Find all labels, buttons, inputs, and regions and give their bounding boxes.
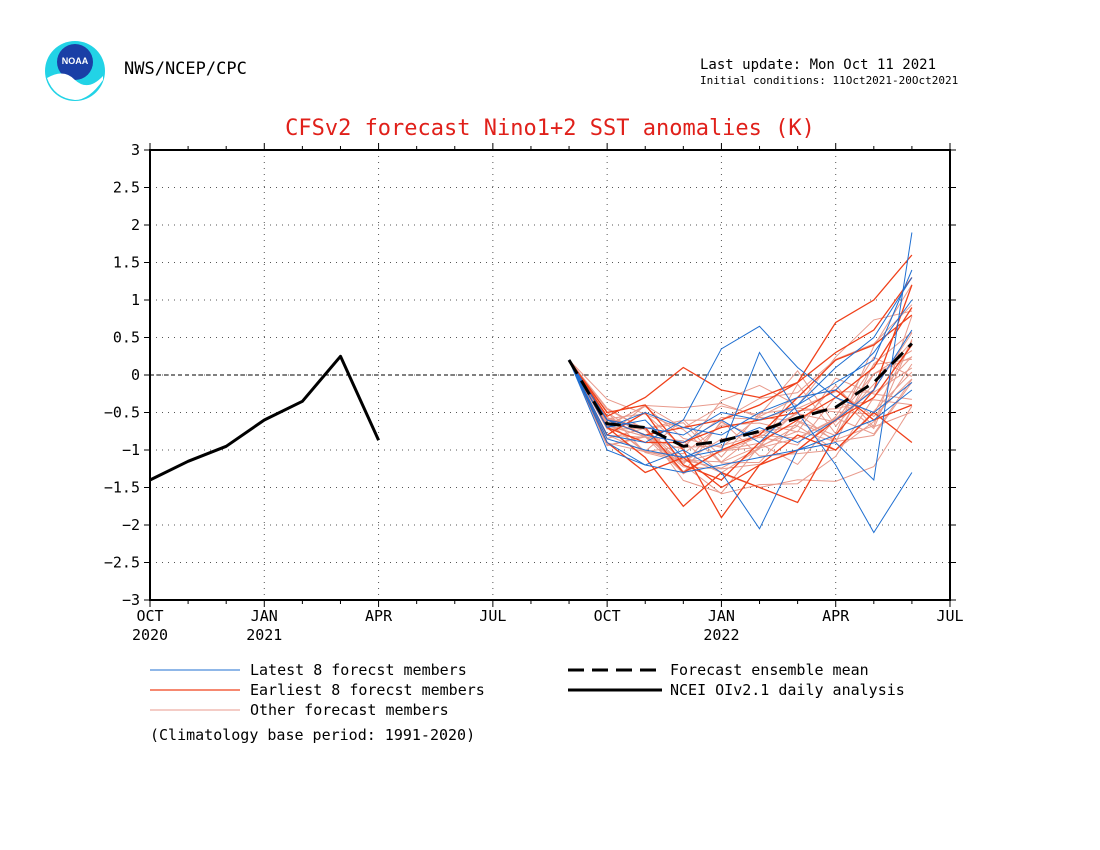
- earliest-member-line: [568, 277, 913, 418]
- svg-text:NOAA: NOAA: [62, 56, 89, 66]
- plot-frame: [149, 149, 951, 601]
- x-tick-label: JUL: [479, 607, 506, 625]
- x-tick-label: APR: [365, 607, 393, 625]
- main-series: [149, 342, 913, 482]
- legend-label-earliest: Earliest 8 forecst members: [250, 681, 485, 699]
- legend: Latest 8 forecst members Earliest 8 forec…: [150, 661, 905, 719]
- other-member-line: [568, 304, 913, 430]
- earliest-member-line: [568, 344, 913, 519]
- climatology-note: (Climatology base period: 1991-2020): [150, 726, 476, 744]
- ensemble-members: [568, 232, 913, 534]
- legend-label-mean: Forecast ensemble mean: [670, 661, 869, 679]
- y-tick-label: 2.5: [113, 179, 140, 197]
- other-member-line: [568, 359, 913, 448]
- earliest-member-line: [568, 284, 913, 508]
- x-tick-label: OCT: [594, 607, 621, 625]
- other-member-line: [568, 356, 913, 495]
- y-tick-label: 1.5: [113, 254, 140, 272]
- agency-label: NWS/NCEP/CPC: [124, 59, 247, 79]
- axes: 32.521.510.50−0.5−1−1.5−2−2.5−3OCT2020JA…: [104, 141, 964, 644]
- y-tick-label: 3: [131, 141, 140, 159]
- y-tick-label: −1: [122, 441, 140, 459]
- x-tick-label: JAN: [251, 607, 278, 625]
- other-member-line: [568, 359, 913, 475]
- other-member-line: [568, 359, 913, 463]
- y-tick-label: −1.5: [104, 479, 140, 497]
- y-tick-label: 0.5: [113, 329, 140, 347]
- y-tick-label: −2: [122, 516, 140, 534]
- latest-member-line: [568, 329, 913, 459]
- y-tick-label: 1: [131, 291, 140, 309]
- y-tick-label: −0.5: [104, 404, 140, 422]
- noaa-logo: NOAA: [44, 40, 106, 102]
- y-tick-label: 2: [131, 216, 140, 234]
- latest-member-line: [568, 232, 913, 530]
- analysis-line: [149, 354, 380, 482]
- y-tick-label: −2.5: [104, 554, 140, 572]
- legend-label-latest: Latest 8 forecst members: [250, 661, 467, 679]
- x-year-label: 2020: [132, 626, 168, 644]
- x-year-label: 2021: [246, 626, 282, 644]
- gridlines: [150, 150, 950, 600]
- latest-member-line: [568, 269, 913, 436]
- last-update-text: Last update: Mon Oct 11 2021: [700, 57, 937, 73]
- x-tick-label: JUL: [936, 607, 963, 625]
- x-tick-label: APR: [822, 607, 850, 625]
- latest-member-line: [568, 277, 913, 444]
- y-tick-label: −3: [122, 591, 140, 609]
- initial-conditions-text: Initial conditions: 11Oct2021-20Oct2021: [700, 74, 959, 87]
- other-member-line: [568, 350, 913, 448]
- chart-title: CFSv2 forecast Nino1+2 SST anomalies (K): [285, 116, 815, 141]
- x-year-label: 2022: [703, 626, 739, 644]
- y-tick-label: 0: [131, 366, 140, 384]
- latest-member-line: [568, 359, 913, 474]
- other-member-line: [568, 310, 913, 450]
- other-member-line: [568, 359, 913, 475]
- x-tick-label: JAN: [708, 607, 735, 625]
- x-tick-label: OCT: [136, 607, 163, 625]
- legend-label-analysis: NCEI OIv2.1 daily analysis: [670, 681, 905, 699]
- legend-label-other: Other forecast members: [250, 701, 449, 719]
- earliest-member-line: [568, 254, 913, 436]
